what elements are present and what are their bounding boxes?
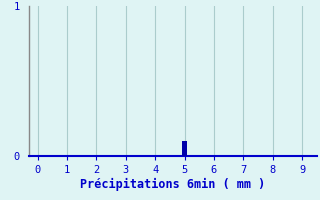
Bar [182,141,187,156]
X-axis label: Précipitations 6min ( mm ): Précipitations 6min ( mm ) [80,178,265,191]
